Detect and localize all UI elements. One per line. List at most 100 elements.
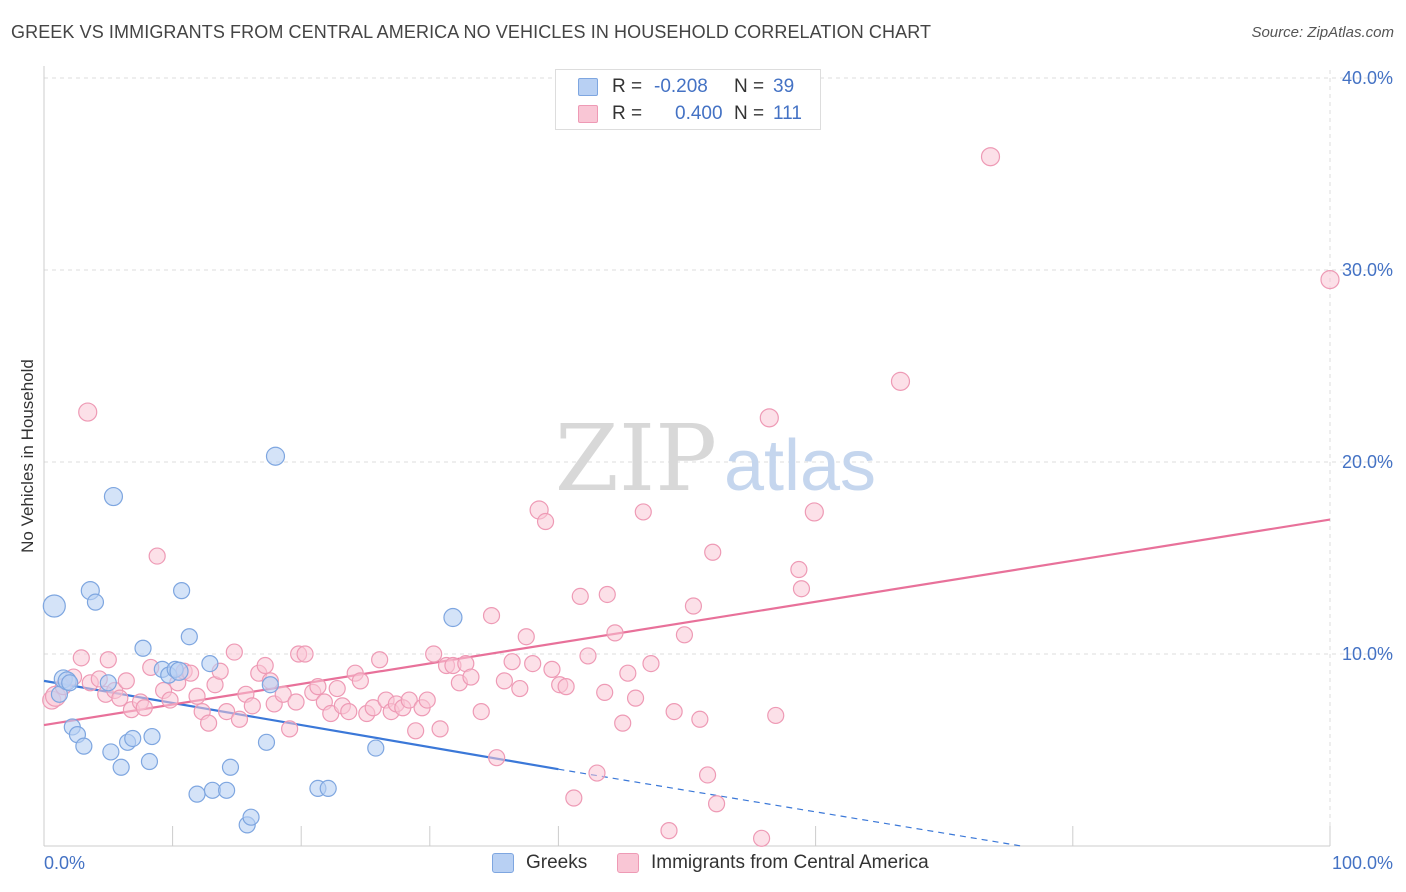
data-point-cam <box>511 679 529 698</box>
data-point-cam <box>626 689 645 707</box>
data-point-cam <box>619 664 637 682</box>
data-point-greeks <box>218 781 236 799</box>
x-tick-label: 0.0% <box>44 853 85 873</box>
data-point-cam <box>218 702 236 721</box>
data-point-cam <box>296 645 314 663</box>
data-point-cam <box>78 402 98 422</box>
data-point-cam <box>225 643 243 661</box>
y-tick-label: 10.0% <box>1342 644 1393 664</box>
data-point-cam <box>675 626 694 644</box>
data-point-greeks <box>265 446 286 466</box>
data-point-cam <box>482 606 501 625</box>
data-point-greeks <box>188 785 206 803</box>
data-point-cam <box>1320 270 1340 290</box>
data-point-cam <box>606 624 624 642</box>
data-point-cam <box>557 678 575 696</box>
data-point-cam <box>488 749 506 767</box>
data-point-cam <box>665 702 683 721</box>
legend-r-value: 0.400 <box>675 103 723 124</box>
data-point-greeks <box>261 676 279 694</box>
data-point-cam <box>161 691 179 709</box>
data-point-cam <box>148 547 166 565</box>
data-point-cam <box>543 660 561 678</box>
y-axis-label: No Vehicles in Household <box>18 359 37 553</box>
legend-swatch-cam <box>578 105 598 123</box>
data-point-cam <box>698 766 717 784</box>
legend-r-label: R = <box>612 103 643 124</box>
data-point-cam <box>111 689 129 707</box>
data-point-cam <box>351 672 369 690</box>
data-point-cam <box>243 697 261 715</box>
chart-title: GREEK VS IMMIGRANTS FROM CENTRAL AMERICA… <box>11 22 932 42</box>
data-point-cam <box>598 585 616 604</box>
data-point-greeks <box>201 654 219 673</box>
data-point-greeks <box>134 639 152 657</box>
data-point-cam <box>418 691 436 709</box>
data-point-greeks <box>102 743 120 761</box>
data-point-cam <box>340 702 358 721</box>
data-point-greeks <box>61 674 79 692</box>
data-point-cam <box>274 685 292 703</box>
data-point-greeks <box>169 661 189 681</box>
y-tick-label: 40.0% <box>1342 68 1393 88</box>
data-point-greeks <box>173 582 191 600</box>
data-point-greeks <box>242 808 260 826</box>
bottom-legend-swatch-cam <box>617 853 639 873</box>
bottom-legend-label-greeks: Greeks <box>526 852 588 873</box>
data-point-greeks <box>103 486 124 507</box>
data-point-cam <box>660 822 678 840</box>
data-point-cam <box>287 693 305 711</box>
data-point-greeks <box>86 593 105 611</box>
data-point-cam <box>72 649 90 667</box>
data-point-cam <box>596 683 614 702</box>
data-point-cam <box>517 628 535 646</box>
data-point-cam <box>188 687 206 705</box>
data-point-cam <box>200 714 218 732</box>
watermark-atlas: atlas <box>724 426 876 506</box>
data-point-cam <box>634 503 652 521</box>
legend-n-value: 111 <box>773 103 802 124</box>
data-point-cam <box>117 672 135 690</box>
legend-n-value: 39 <box>773 76 795 97</box>
data-point-cam <box>99 651 117 669</box>
data-point-cam <box>890 371 911 391</box>
data-point-cam <box>684 597 703 615</box>
watermark-zip: ZIP <box>555 405 717 512</box>
data-point-cam <box>281 720 299 738</box>
trend-line-greeks-extension <box>558 768 1022 847</box>
bottom-legend-label-cam: Immigrants from Central America <box>651 852 929 873</box>
trend-line-cam <box>43 518 1331 727</box>
data-point-cam <box>980 147 1001 167</box>
data-point-greeks <box>140 752 159 771</box>
legend-r-label: R = <box>612 76 643 97</box>
data-point-cam <box>400 691 418 709</box>
data-point-cam <box>579 647 597 665</box>
data-point-cam <box>230 710 249 728</box>
data-point-cam <box>135 699 153 717</box>
data-point-cam <box>431 720 449 738</box>
data-point-cam <box>495 672 513 690</box>
data-point-cam <box>752 829 771 847</box>
data-point-greeks <box>143 727 161 746</box>
legend-r-value: -0.208 <box>654 76 708 97</box>
data-point-cam <box>462 668 480 686</box>
data-point-cam <box>524 654 542 673</box>
legend-n-label: N = <box>734 103 765 124</box>
data-point-greeks <box>221 758 240 776</box>
data-point-greeks <box>319 779 337 798</box>
correlation-legend: R = -0.208 N = 39 R = 0.400 N = 111 <box>555 69 821 130</box>
data-point-cam <box>642 654 660 673</box>
data-point-cam <box>425 645 443 663</box>
data-point-cam <box>364 699 382 717</box>
y-tick-label: 20.0% <box>1342 452 1393 472</box>
data-point-greeks <box>112 758 130 776</box>
data-point-cam <box>371 651 389 669</box>
x-tick-label: 100.0% <box>1332 853 1393 873</box>
data-point-cam <box>588 764 606 782</box>
data-point-cam <box>790 560 808 579</box>
data-point-cam <box>328 679 346 698</box>
data-point-cam <box>565 789 583 807</box>
data-point-cam <box>707 795 726 813</box>
trend-line-greeks <box>43 679 559 771</box>
